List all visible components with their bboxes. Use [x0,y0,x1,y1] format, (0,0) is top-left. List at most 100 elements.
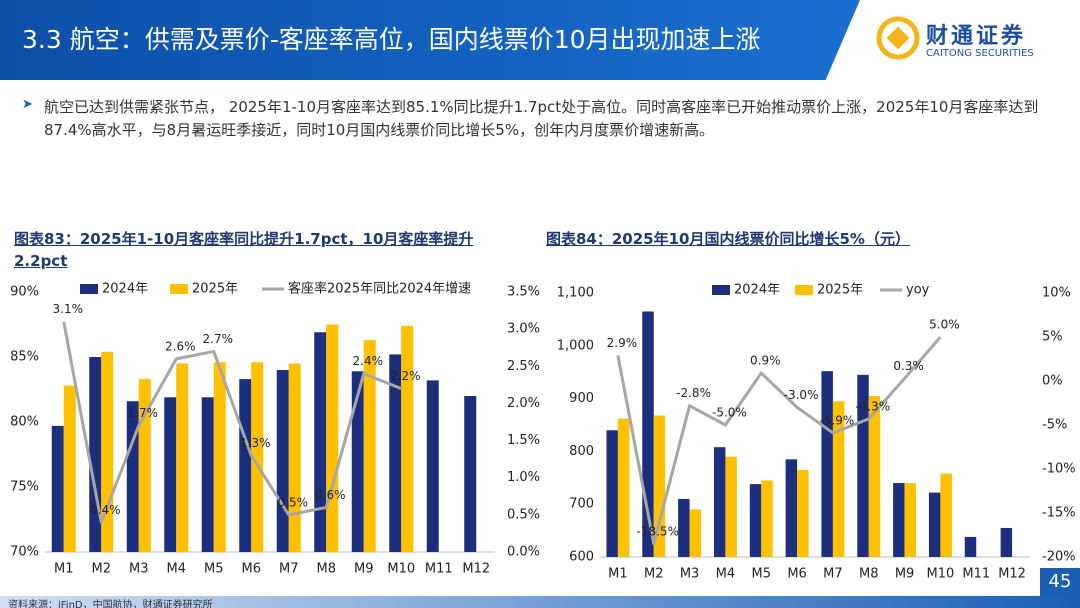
y2-tick-label: 10% [1042,286,1071,301]
x-tick-label: M6 [242,562,262,577]
y-tick-label: 90% [10,285,39,300]
x-tick-label: M11 [425,562,453,577]
bar [89,357,102,552]
data-label: -2.8% [676,386,711,400]
data-label: 2.6% [165,339,196,353]
legend-swatch [170,284,188,294]
data-label: 0.5% [278,495,309,509]
y-tick-label: 900 [569,391,594,406]
y-tick-label: 70% [10,545,39,560]
data-label: -5.9% [820,413,855,427]
bar [213,362,226,552]
x-tick-label: M12 [998,567,1026,582]
bar [326,324,339,552]
bar [868,395,881,557]
bar [653,415,666,557]
bar [678,498,690,557]
bar [351,371,364,552]
x-tick-label: M3 [129,562,149,577]
legend-label: 2025年 [817,283,863,298]
bar [642,311,654,557]
legend-swatch [795,285,813,295]
slide-title: 3.3 航空：供需及票价-客座率高位，国内线票价10月出现加速上涨 [22,25,761,54]
header-band [0,0,860,80]
bar [401,325,414,552]
legend-label: 2024年 [734,283,780,298]
legend-label: 客座率2025年同比2024年增速 [288,281,471,297]
y-tick-label: 1,100 [557,286,594,301]
line-series [616,336,942,546]
source-note: 资料来源：iFinD，中国航协，财通证券研究所 [8,600,213,608]
data-label: 0.4% [90,503,121,517]
bar [928,492,941,557]
bar [785,459,798,557]
data-label: 2.9% [607,336,638,350]
y2-tick-label: 1.5% [507,433,540,448]
bar [201,397,214,552]
y2-tick-label: 3.0% [507,322,540,337]
bar [426,380,439,552]
logo-sub: CAITONG SECURITIES [926,48,1034,59]
legend-label: 2024年 [102,282,148,297]
y-tick-label: 75% [10,480,39,495]
x-tick-label: M1 [608,567,628,582]
bar [176,363,189,552]
x-tick-label: M8 [317,562,337,577]
bar [63,385,76,552]
x-tick-label: M12 [462,562,490,577]
y2-tick-label: 3.5% [507,285,540,300]
bar [314,332,327,552]
data-label: 1.3% [240,436,271,450]
y2-tick-label: -15% [1042,506,1076,521]
bar [797,469,809,557]
data-label: 5.0% [929,318,960,332]
page-number: 45 [1040,568,1080,596]
data-label: 3.1% [53,302,84,316]
data-label: -18.5% [637,524,679,538]
bar [288,363,301,552]
x-tick-label: M11 [962,567,990,582]
y-tick-label: 1,000 [557,338,594,353]
bar [126,401,139,552]
legend-swatch [80,284,98,294]
logo-name: 财通证券 [926,24,1027,49]
data-label: -5.0% [712,406,747,420]
y-tick-label: 80% [10,415,39,430]
x-tick-label: M4 [167,562,187,577]
x-tick-label: M7 [823,567,843,582]
bar [617,418,630,557]
x-tick-label: M2 [644,567,664,582]
y2-tick-label: 2.5% [507,359,540,374]
x-tick-label: M10 [927,567,955,582]
logo-icon [876,16,920,60]
x-tick-label: M3 [680,567,700,582]
x-tick-label: M9 [895,567,915,582]
legend-label: 2025年 [192,282,238,297]
bar [51,425,64,552]
bar [725,456,737,557]
bar [749,484,762,557]
y2-tick-label: -20% [1042,550,1076,565]
bar [713,447,726,557]
bullet-text: 航空已达到供需紧张节点， 2025年1-10月客座率达到85.1%同比提升1.7… [44,98,1039,139]
x-tick-label: M10 [387,562,415,577]
x-tick-label: M7 [279,562,299,577]
y-tick-label: 85% [10,350,39,365]
x-tick-label: M5 [204,562,224,577]
y-tick-label: 800 [569,444,594,459]
data-label: 0.6% [315,488,346,502]
y2-tick-label: -5% [1042,418,1067,433]
data-label: 0.3% [893,359,924,373]
bar [1000,527,1013,557]
chart-title: 图表83：2025年1-10月客座率同比提升1.7pct，10月客座率提升2.2… [14,230,474,270]
x-tick-label: M1 [54,562,74,577]
x-tick-label: M6 [787,567,807,582]
bar [164,397,177,552]
x-tick-label: M8 [859,567,879,582]
legend-label: yoy [906,283,930,298]
y-tick-label: 700 [569,497,594,512]
y-tick-label: 600 [569,550,594,565]
bar [832,401,845,557]
y2-tick-label: 2.0% [507,396,540,411]
